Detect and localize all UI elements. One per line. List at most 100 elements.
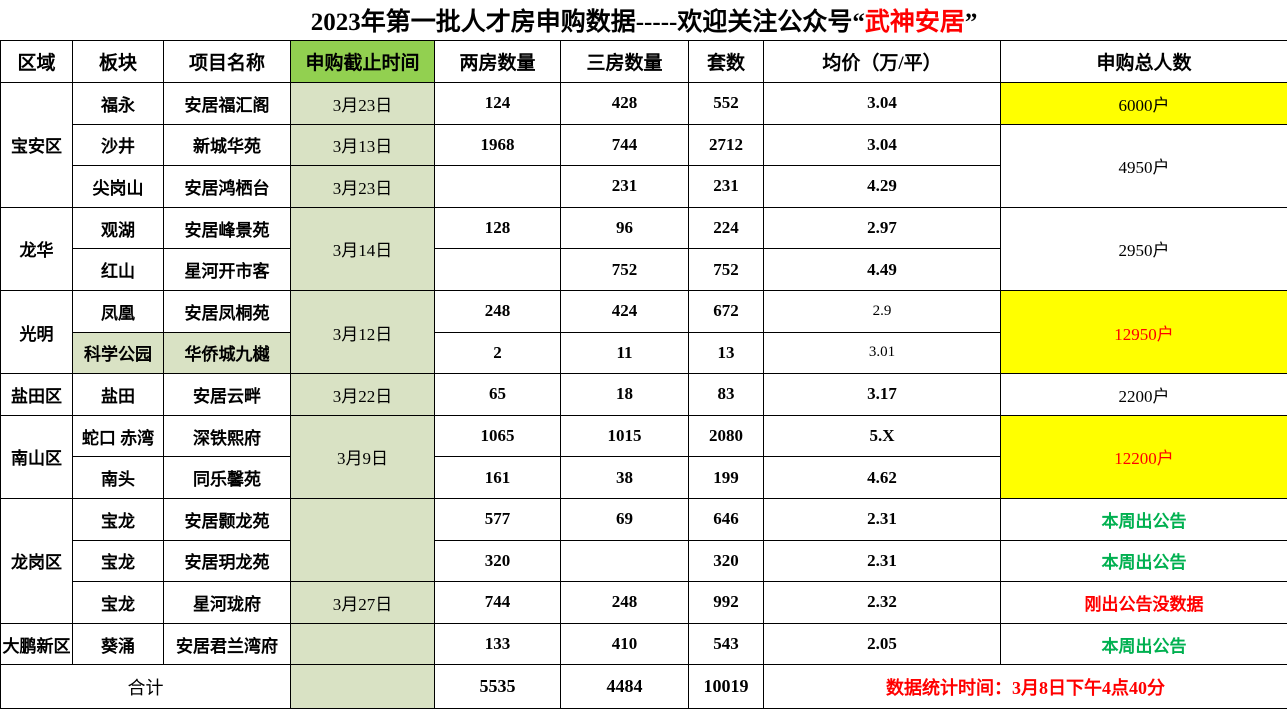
cell-unit-count: 2080 [689, 415, 764, 457]
cell-two-room-count: 161 [435, 457, 561, 499]
cell-avg-price: 3.01 [764, 332, 1001, 374]
cell-avg-price: 3.04 [764, 83, 1001, 125]
cell-avg-price: 2.31 [764, 540, 1001, 582]
cell-total-applicants: 本周出公告 [1001, 498, 1287, 540]
cell-deadline: 3月27日 [291, 582, 435, 624]
cell-unit-count: 224 [689, 207, 764, 249]
cell-unit-count: 672 [689, 290, 764, 332]
cell-project-name: 安居云畔 [164, 374, 291, 416]
cell-region: 大鹏新区 [1, 623, 73, 665]
cell-unit-count: 752 [689, 249, 764, 291]
header-total-applicants: 申购总人数 [1001, 41, 1287, 83]
cell-deadline: 3月12日 [291, 290, 435, 373]
cell-block: 观湖 [73, 207, 164, 249]
cell-three-room-count: 231 [561, 166, 689, 208]
cell-region: 光明 [1, 290, 73, 373]
cell-three-room-count: 410 [561, 623, 689, 665]
cell-two-room-count: 744 [435, 582, 561, 624]
cell-region: 宝安区 [1, 83, 73, 208]
cell-three-room-count: 18 [561, 374, 689, 416]
cell-block: 宝龙 [73, 540, 164, 582]
cell-total-applicants: 本周出公告 [1001, 623, 1287, 665]
cell-unit-count: 646 [689, 498, 764, 540]
cell-unit-count: 992 [689, 582, 764, 624]
cell-two-room-count: 1065 [435, 415, 561, 457]
cell-total-applicants: 2950户 [1001, 207, 1287, 290]
cell-avg-price: 2.31 [764, 498, 1001, 540]
header-block: 板块 [73, 41, 164, 83]
cell-avg-price: 4.49 [764, 249, 1001, 291]
cell-two-room-count: 128 [435, 207, 561, 249]
cell-three-room-count: 69 [561, 498, 689, 540]
cell-block: 凤凰 [73, 290, 164, 332]
cell-unit-count: 552 [689, 83, 764, 125]
table-header-row: 区域板块项目名称申购截止时间两房数量三房数量套数均价（万/平）申购总人数 [1, 41, 1287, 83]
cell-two-room-count [435, 166, 561, 208]
cell-three-room-count: 744 [561, 124, 689, 166]
summary-three-room-total: 4484 [561, 665, 689, 709]
summary-timestamp-note: 数据统计时间：3月8日下午4点40分 [764, 665, 1287, 709]
cell-unit-count: 13 [689, 332, 764, 374]
cell-project-name: 安居峰景苑 [164, 207, 291, 249]
cell-unit-count: 83 [689, 374, 764, 416]
cell-deadline: 3月9日 [291, 415, 435, 498]
cell-block: 蛇口 赤湾 [73, 415, 164, 457]
cell-avg-price: 2.97 [764, 207, 1001, 249]
cell-region: 龙华 [1, 207, 73, 290]
cell-deadline [291, 498, 435, 581]
cell-project-name: 安居玥龙苑 [164, 540, 291, 582]
header-avg-price: 均价（万/平） [764, 41, 1001, 83]
cell-three-room-count: 38 [561, 457, 689, 499]
summary-unit-total: 10019 [689, 665, 764, 709]
cell-three-room-count: 248 [561, 582, 689, 624]
title-highlight: 武神安居 [865, 9, 965, 36]
cell-three-room-count: 1015 [561, 415, 689, 457]
cell-avg-price: 5.X [764, 415, 1001, 457]
title-main: 2023年第一批人才房申购数据-----欢迎关注公众号“ [311, 9, 865, 36]
cell-three-room-count: 752 [561, 249, 689, 291]
header-region: 区域 [1, 41, 73, 83]
cell-deadline [291, 623, 435, 665]
summary-deadline [291, 665, 435, 709]
cell-avg-price: 4.29 [764, 166, 1001, 208]
cell-block: 沙井 [73, 124, 164, 166]
title-tail: ” [965, 9, 978, 36]
page-title: 2023年第一批人才房申购数据-----欢迎关注公众号“武神安居” [1, 0, 1287, 41]
title-row: 2023年第一批人才房申购数据-----欢迎关注公众号“武神安居” [1, 0, 1287, 41]
cell-block: 葵涌 [73, 623, 164, 665]
cell-project-name: 安居君兰湾府 [164, 623, 291, 665]
cell-project-name: 华侨城九樾 [164, 332, 291, 374]
cell-region: 龙岗区 [1, 498, 73, 623]
spreadsheet-sheet: 2023年第一批人才房申购数据-----欢迎关注公众号“武神安居”区域板块项目名… [0, 0, 1287, 656]
cell-block: 福永 [73, 83, 164, 125]
cell-two-room-count: 133 [435, 623, 561, 665]
cell-total-applicants: 12200户 [1001, 415, 1287, 498]
cell-deadline: 3月14日 [291, 207, 435, 290]
cell-deadline: 3月13日 [291, 124, 435, 166]
cell-avg-price: 2.32 [764, 582, 1001, 624]
cell-deadline: 3月23日 [291, 166, 435, 208]
cell-project-name: 深铁熙府 [164, 415, 291, 457]
cell-project-name: 星河珑府 [164, 582, 291, 624]
cell-project-name: 同乐馨苑 [164, 457, 291, 499]
cell-project-name: 安居颢龙苑 [164, 498, 291, 540]
header-three-room: 三房数量 [561, 41, 689, 83]
cell-block: 宝龙 [73, 498, 164, 540]
header-deadline: 申购截止时间 [291, 41, 435, 83]
cell-three-room-count: 428 [561, 83, 689, 125]
cell-unit-count: 2712 [689, 124, 764, 166]
cell-project-name: 新城华苑 [164, 124, 291, 166]
cell-total-applicants: 12950户 [1001, 290, 1287, 373]
cell-block: 盐田 [73, 374, 164, 416]
cell-total-applicants: 2200户 [1001, 374, 1287, 416]
cell-block: 宝龙 [73, 582, 164, 624]
